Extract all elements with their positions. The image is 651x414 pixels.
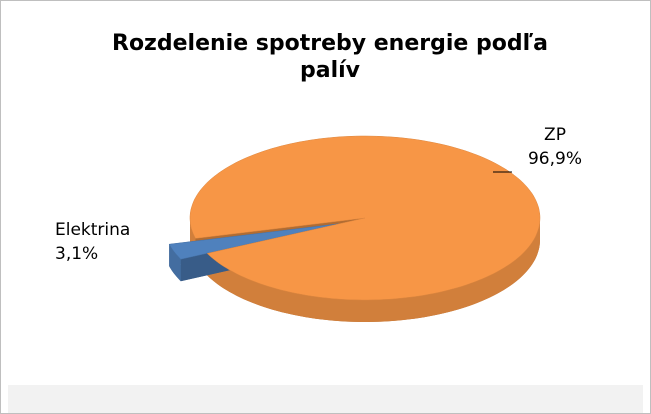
footer-band: [8, 385, 643, 413]
pie-slice: [189, 135, 541, 301]
chart-title: Rozdelenie spotreby energie podľa palív: [112, 31, 548, 83]
slice-edge: [207, 218, 540, 322]
pie-slice: [168, 223, 339, 260]
data-label-value: 96,9%: [528, 149, 582, 169]
data-label-category: ZP: [544, 125, 566, 145]
data-label-value: 3,1%: [55, 244, 98, 264]
slice-edge: [169, 244, 181, 282]
pie: [168, 135, 541, 322]
data-label-category: Elektrina: [55, 220, 130, 240]
